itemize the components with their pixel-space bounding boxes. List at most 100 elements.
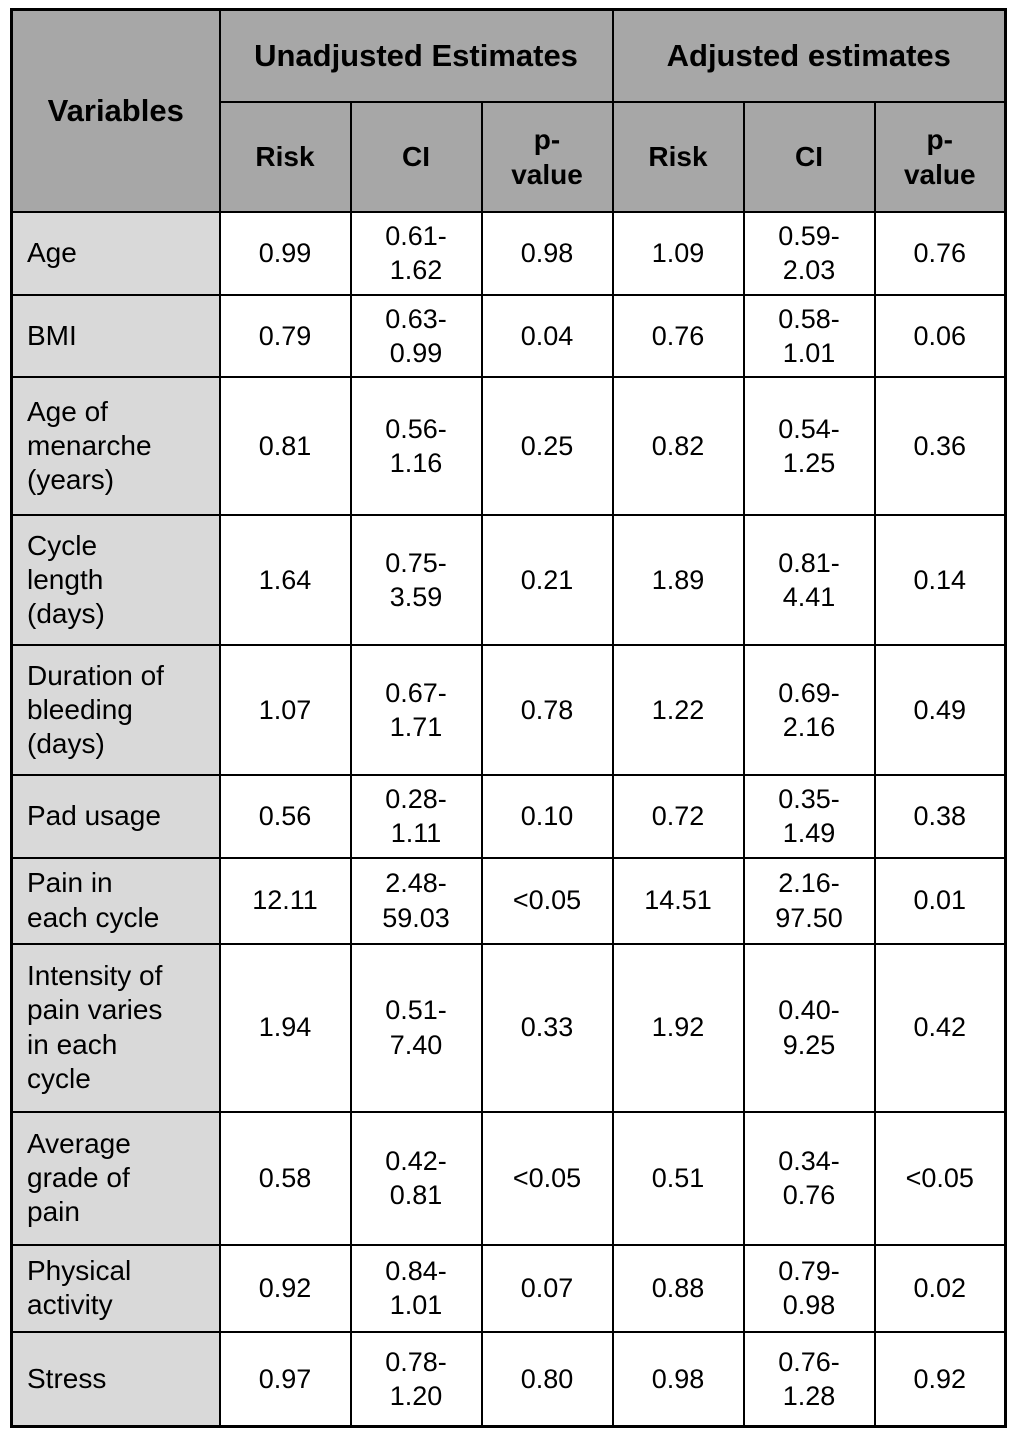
adjusted-risk-cell: 14.51: [611, 856, 745, 945]
unadjusted-risk-cell: 1.07: [218, 644, 352, 777]
unadjusted-ci-cell: 0.75- 3.59: [349, 514, 483, 647]
adjusted-p-cell: 0.92: [873, 1330, 1007, 1428]
adjusted-ci-cell: 0.79- 0.98: [742, 1243, 876, 1333]
adjusted-ci-cell: 0.59- 2.03: [742, 210, 876, 296]
unadjusted-ci-cell: 2.48- 59.03: [349, 856, 483, 945]
table-row: Age 0.99 0.61- 1.62 0.98 1.09 0.59- 2.03 0.76: [10, 210, 1007, 296]
adjusted-ci-cell: 0.35- 1.49: [742, 774, 876, 859]
adjusted-ci-cell: 0.76- 1.28: [742, 1330, 876, 1428]
group-header-row: Variables Unadjusted Estimates Adjusted …: [10, 8, 1007, 213]
variables-column-header: Variables: [10, 8, 221, 213]
adjusted-p-cell: 0.36: [873, 376, 1007, 517]
unadjusted-p-cell: <0.05: [480, 856, 614, 945]
unadjusted-risk-column-header: Risk: [218, 100, 352, 213]
adjusted-p-cell: 0.42: [873, 942, 1007, 1113]
variable-cell: Age of menarche (years): [10, 376, 221, 517]
variable-cell: Stress: [10, 1330, 221, 1428]
table-body: Age 0.99 0.61- 1.62 0.98 1.09 0.59- 2.03 0.76 B…: [10, 210, 1007, 1428]
table-row: Cycle length (days) 1.64 0.75- 3.59 0.21 1.8…: [10, 514, 1007, 647]
unadjusted-p-cell: 0.78: [480, 644, 614, 777]
unadjusted-ci-cell: 0.84- 1.01: [349, 1243, 483, 1333]
adjusted-risk-cell: 0.76: [611, 293, 745, 379]
unadjusted-group-header: Unadjusted Estimates: [218, 8, 614, 103]
adjusted-risk-cell: 1.92: [611, 942, 745, 1113]
table-row: Pad usage 0.56 0.28- 1.11 0.10 0.72 0.35- 1.4…: [10, 774, 1007, 859]
variable-cell: Intensity of pain varies in each cycle: [10, 942, 221, 1113]
variable-cell: Pain in each cycle: [10, 856, 221, 945]
unadjusted-ci-cell: 0.67- 1.71: [349, 644, 483, 777]
adjusted-p-cell: <0.05: [873, 1110, 1007, 1246]
unadjusted-p-cell: 0.25: [480, 376, 614, 517]
adjusted-risk-cell: 0.98: [611, 1330, 745, 1428]
table-row: Stress 0.97 0.78- 1.20 0.80 0.98 0.76- 1.28 0.…: [10, 1330, 1007, 1428]
adjusted-risk-column-header: Risk: [611, 100, 745, 213]
sub-header-row: Risk CI p- value Risk CI p- value: [12, 100, 1007, 213]
adjusted-p-cell: 0.49: [873, 644, 1007, 777]
adjusted-risk-cell: 1.89: [611, 514, 745, 647]
unadjusted-p-cell: 0.33: [480, 942, 614, 1113]
variable-cell: Pad usage: [10, 774, 221, 859]
unadjusted-risk-cell: 0.99: [218, 210, 352, 296]
adjusted-ci-column-header: CI: [742, 100, 876, 213]
unadjusted-risk-cell: 1.94: [218, 942, 352, 1113]
unadjusted-ci-cell: 0.63- 0.99: [349, 293, 483, 379]
unadjusted-risk-cell: 0.56: [218, 774, 352, 859]
table-row: BMI 0.79 0.63- 0.99 0.04 0.76 0.58- 1.01 0.06: [10, 293, 1007, 379]
variable-cell: Average grade of pain: [10, 1110, 221, 1246]
adjusted-p-cell: 0.14: [873, 514, 1007, 647]
unadjusted-risk-cell: 0.92: [218, 1243, 352, 1333]
table-row: Intensity of pain varies in each cycle 1.…: [10, 942, 1007, 1113]
adjusted-risk-cell: 1.09: [611, 210, 745, 296]
estimates-table: Variables Unadjusted Estimates Adjusted …: [10, 8, 1008, 1429]
adjusted-risk-cell: 0.82: [611, 376, 745, 517]
adjusted-ci-cell: 0.34- 0.76: [742, 1110, 876, 1246]
adjusted-ci-cell: 0.81- 4.41: [742, 514, 876, 647]
variable-cell: Cycle length (days): [10, 514, 221, 647]
unadjusted-ci-cell: 0.42- 0.81: [349, 1110, 483, 1246]
unadjusted-p-cell: 0.04: [480, 293, 614, 379]
table-row: Duration of bleeding (days) 1.07 0.67- 1.7…: [10, 644, 1007, 777]
adjusted-group-header: Adjusted estimates: [611, 8, 1007, 103]
unadjusted-ci-cell: 0.61- 1.62: [349, 210, 483, 296]
unadjusted-p-cell: 0.10: [480, 774, 614, 859]
table-row: Pain in each cycle 12.11 2.48- 59.03 <0.05 1…: [10, 856, 1007, 945]
variable-cell: Duration of bleeding (days): [10, 644, 221, 777]
adjusted-risk-cell: 1.22: [611, 644, 745, 777]
unadjusted-ci-cell: 0.56- 1.16: [349, 376, 483, 517]
unadjusted-ci-cell: 0.78- 1.20: [349, 1330, 483, 1428]
unadjusted-p-cell: 0.07: [480, 1243, 614, 1333]
unadjusted-ci-cell: 0.51- 7.40: [349, 942, 483, 1113]
unadjusted-risk-cell: 0.97: [218, 1330, 352, 1428]
adjusted-ci-cell: 2.16- 97.50: [742, 856, 876, 945]
adjusted-p-cell: 0.02: [873, 1243, 1007, 1333]
adjusted-ci-cell: 0.54- 1.25: [742, 376, 876, 517]
variable-cell: BMI: [10, 293, 221, 379]
unadjusted-risk-cell: 0.58: [218, 1110, 352, 1246]
variable-cell: Physical activity: [10, 1243, 221, 1333]
adjusted-risk-cell: 0.88: [611, 1243, 745, 1333]
adjusted-p-cell: 0.38: [873, 774, 1007, 859]
unadjusted-risk-cell: 0.81: [218, 376, 352, 517]
unadjusted-p-value-column-header: p- value: [480, 100, 614, 213]
table-row: Age of menarche (years) 0.81 0.56- 1.16 0.2…: [10, 376, 1007, 517]
unadjusted-risk-cell: 1.64: [218, 514, 352, 647]
adjusted-p-value-column-header: p- value: [873, 100, 1007, 213]
adjusted-p-cell: 0.01: [873, 856, 1007, 945]
adjusted-ci-cell: 0.40- 9.25: [742, 942, 876, 1113]
adjusted-p-cell: 0.06: [873, 293, 1007, 379]
adjusted-risk-cell: 0.72: [611, 774, 745, 859]
unadjusted-risk-cell: 0.79: [218, 293, 352, 379]
table-row: Physical activity 0.92 0.84- 1.01 0.07 0.88 0…: [10, 1243, 1007, 1333]
unadjusted-ci-cell: 0.28- 1.11: [349, 774, 483, 859]
adjusted-ci-cell: 0.58- 1.01: [742, 293, 876, 379]
unadjusted-ci-column-header: CI: [349, 100, 483, 213]
adjusted-p-cell: 0.76: [873, 210, 1007, 296]
table-header: Variables Unadjusted Estimates Adjusted …: [10, 8, 1007, 213]
unadjusted-p-cell: 0.21: [480, 514, 614, 647]
unadjusted-risk-cell: 12.11: [218, 856, 352, 945]
unadjusted-p-cell: 0.98: [480, 210, 614, 296]
unadjusted-p-cell: 0.80: [480, 1330, 614, 1428]
adjusted-risk-cell: 0.51: [611, 1110, 745, 1246]
variable-cell: Age: [10, 210, 221, 296]
